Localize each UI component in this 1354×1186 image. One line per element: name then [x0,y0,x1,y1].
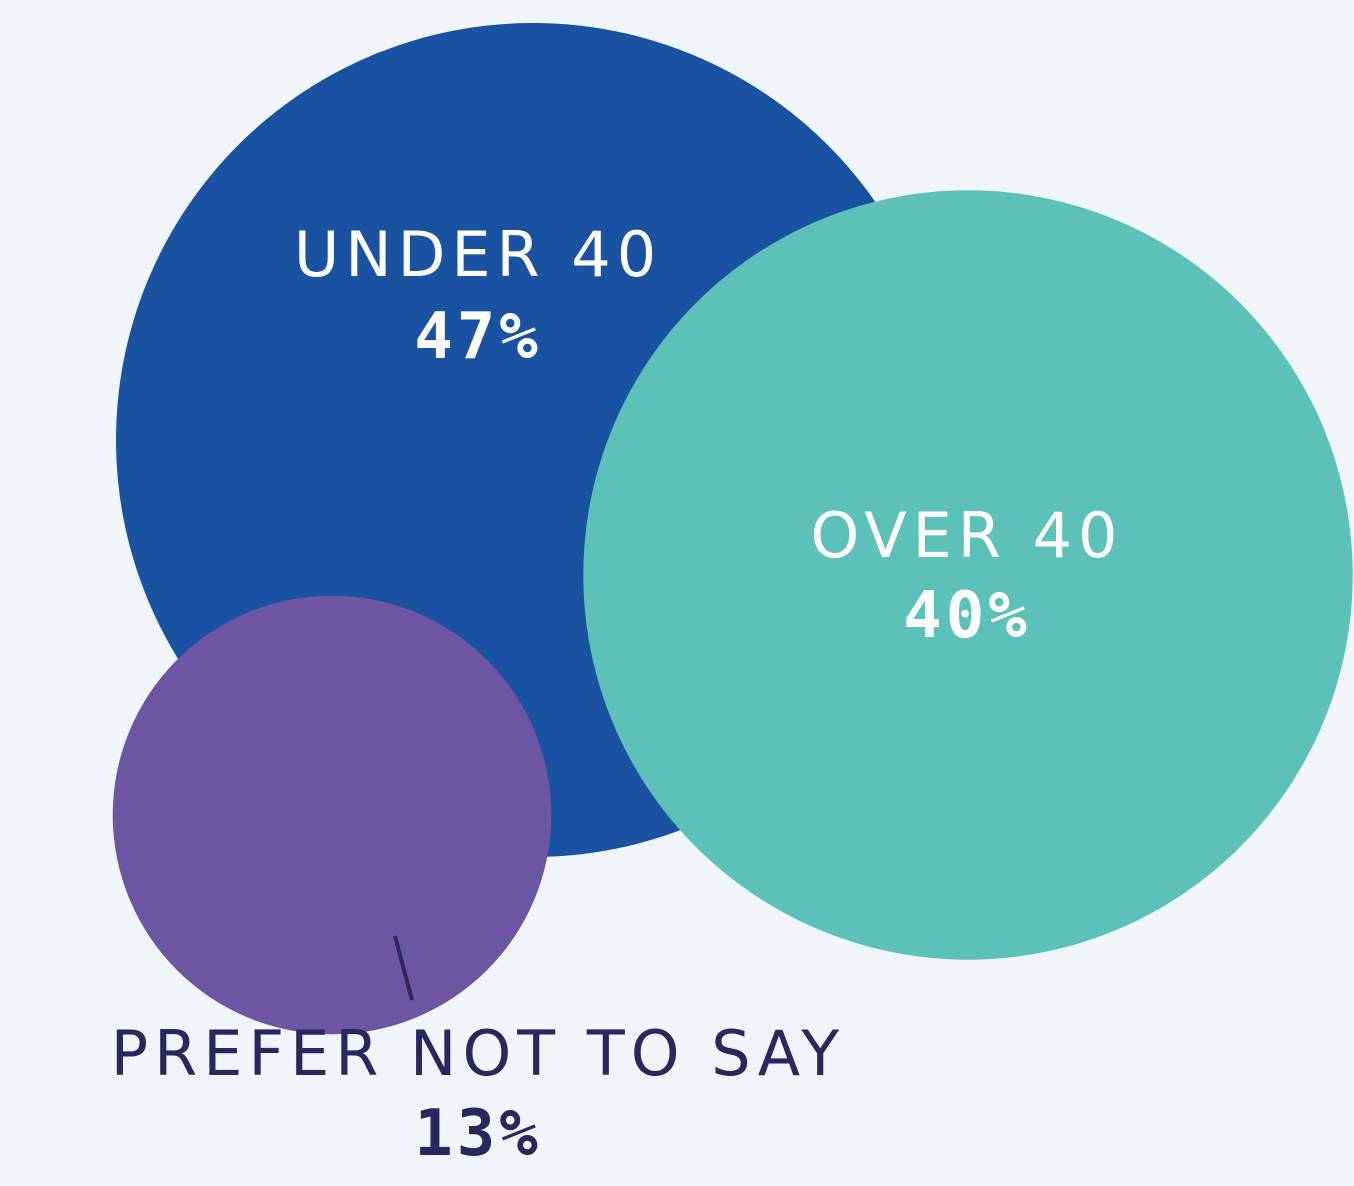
bubble-value-under-40: 47% [414,300,542,374]
bubble-label-prefer-not-to-say: PREFER NOT TO SAY [111,1017,845,1090]
bubble-label-under-40: UNDER 40 [294,218,662,291]
bubble-label-over-40: OVER 40 [811,499,1124,572]
leader-line [393,935,414,1001]
bubble-over-40 [583,190,1353,960]
bubble-value-over-40: 40% [903,579,1031,653]
label-group: UNDER 40 47% OVER 40 40% PREFER NOT TO S… [111,218,1124,1171]
bubble-group [112,23,1353,1035]
bubble-prefer-not-to-say [112,595,552,1035]
bubble-value-prefer-not-to-say: 13% [414,1097,542,1171]
